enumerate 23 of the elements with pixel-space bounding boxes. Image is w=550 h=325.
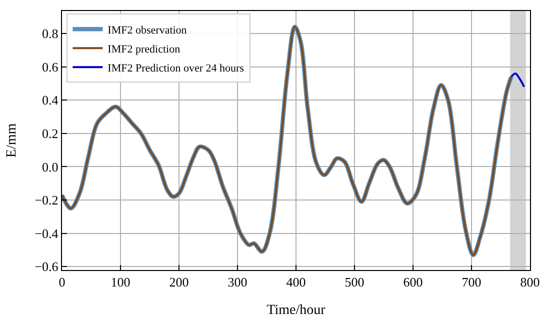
x-tick-label: 700 [462, 274, 482, 290]
x-tick-label: 500 [344, 274, 364, 290]
line-series [510, 72, 526, 88]
x-tick-label: 600 [403, 274, 423, 290]
legend-label: IMF2 prediction [108, 43, 181, 56]
x-tick-label: 0 [58, 274, 66, 290]
y-tick-label: 0.8 [42, 26, 58, 42]
x-tick-label: 100 [110, 274, 130, 290]
x-tick-label: 800 [520, 274, 540, 290]
y-axis-title: E/mm [4, 123, 20, 158]
legend-label: IMF2 observation [108, 24, 188, 36]
x-axis-title: Time/hour [266, 303, 326, 318]
x-tick-label: 400 [286, 274, 306, 290]
y-tick-label: −0.6 [34, 259, 59, 274]
y-tick-label: 0.4 [42, 92, 59, 108]
x-tick-label: 300 [228, 274, 248, 290]
y-tick-label: 0.2 [42, 126, 58, 141]
y-tick-label: −0.2 [34, 192, 58, 208]
y-tick-label: −0.4 [34, 226, 59, 241]
y-tick-label: 0.0 [42, 159, 58, 174]
legend-label: IMF2 Prediction over 24 hours [108, 62, 244, 74]
y-tick-label: 0.6 [42, 59, 59, 74]
x-tick-label: 200 [169, 274, 189, 290]
